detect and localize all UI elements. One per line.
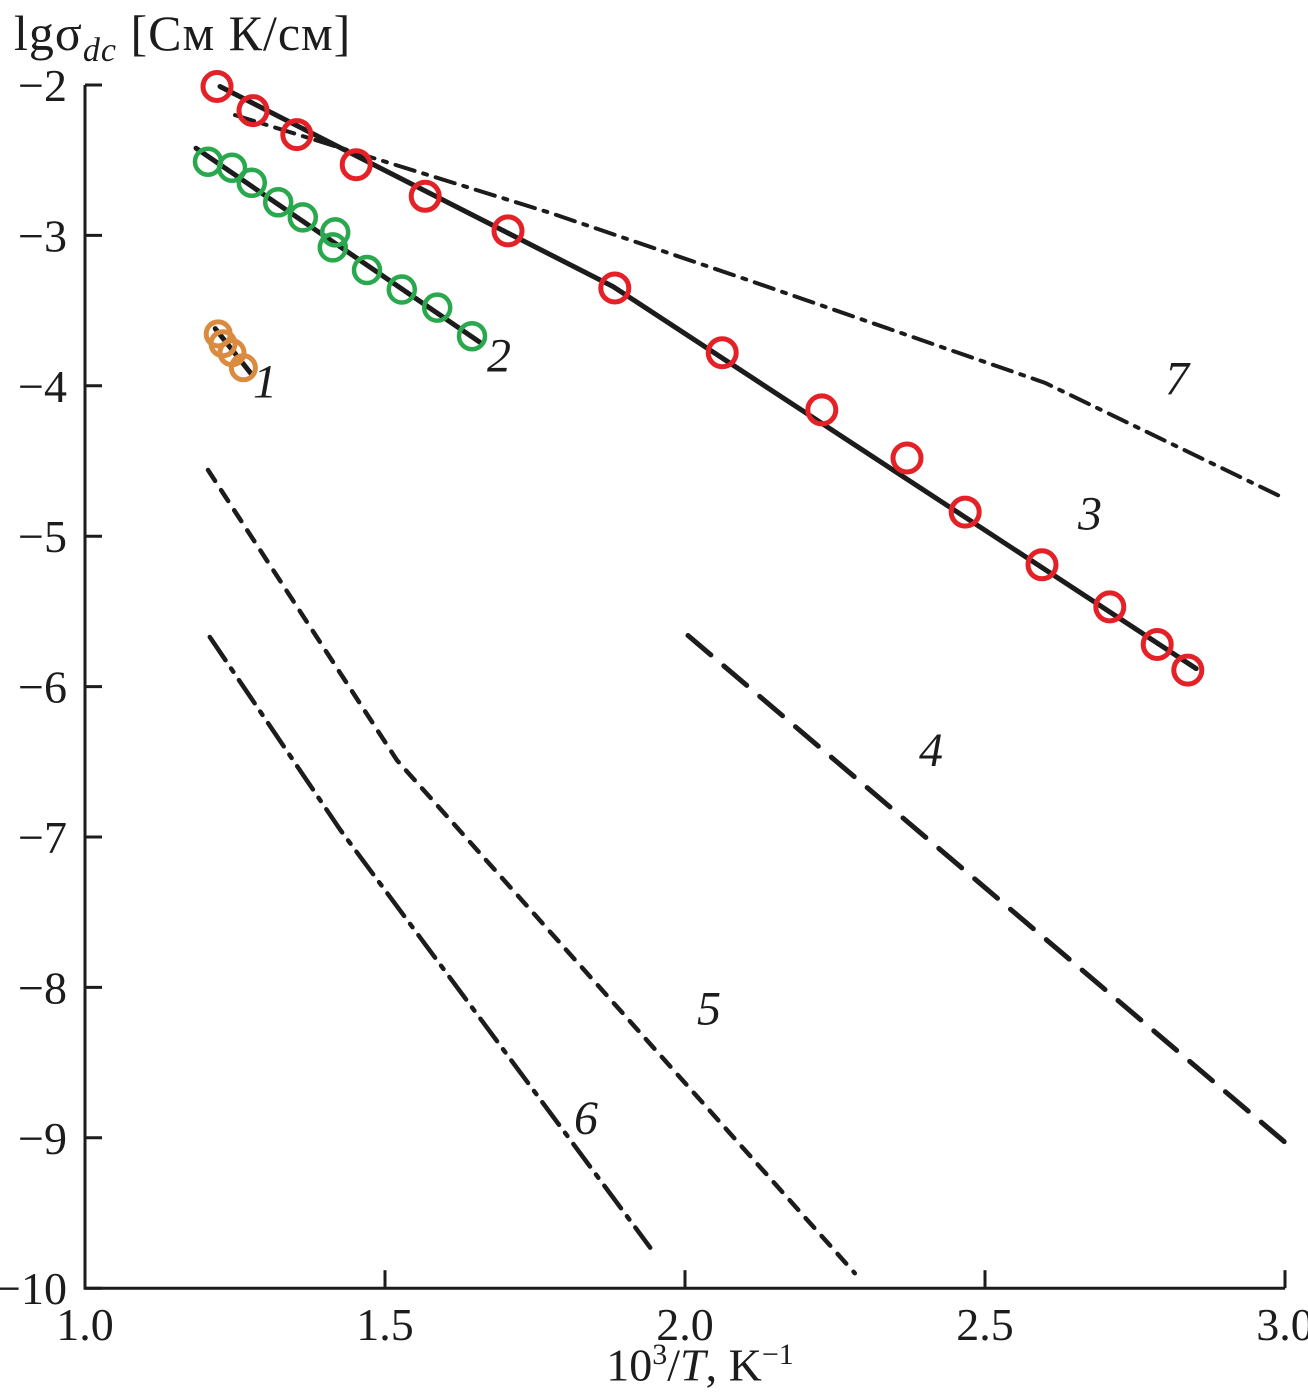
series-3-point [805,393,839,427]
series-3-point [491,214,525,248]
series-3-point [598,271,632,305]
y-tick-label: −3 [18,210,67,261]
y-tick-label: −9 [18,1113,67,1164]
x-tick-label: 2.5 [956,1299,1014,1350]
x-title-T: T [680,1339,706,1391]
series-3-point [1025,548,1059,582]
curve-label-1: 1 [253,355,277,408]
axis-spines [83,85,1285,1290]
curve-label-6: 6 [574,1092,598,1145]
x-tick-label: 1.5 [356,1299,414,1350]
y-title-units: [См К/см] [116,5,352,61]
curve-label-2: 2 [487,330,511,383]
series-2-point [319,217,351,248]
y-tick-label: −8 [18,962,67,1013]
series-2-point [317,232,349,263]
ref-line-5 [205,467,858,1276]
series-3-point [705,336,739,370]
series-3-point [408,179,442,213]
y-tick-label: −5 [18,511,67,562]
y-title-subscript: dc [82,32,117,69]
series-2-point [287,202,319,233]
series-3-point [1140,628,1174,661]
series-3-point [890,441,924,475]
y-tick-label: −2 [18,60,67,111]
x-title-exponent-2: −1 [761,1338,794,1371]
x-title-base: 10 [606,1339,653,1391]
y-tick-label: −10 [0,1263,67,1314]
series-3-point [200,70,234,103]
y-tick-label: −4 [18,361,67,412]
series-2-point [456,320,488,352]
y-title-lg: lg [14,5,55,61]
x-tick-label: 1.0 [56,1299,114,1350]
x-tick-label: 2.0 [656,1299,714,1350]
series-3-point [1171,653,1205,687]
series-2-point [262,187,294,218]
series-2-point [236,167,268,199]
ref-line-4 [685,633,1288,1145]
y-tick-label: −7 [18,812,67,863]
x-tick-label: 3.0 [1256,1299,1308,1350]
sigma-symbol: σ [54,5,83,61]
x-title-exponent: 3 [652,1338,668,1371]
ref-line-7 [233,113,1287,501]
curve-label-7: 7 [1165,352,1191,405]
series-3-point [1093,590,1127,624]
curve-label-5: 5 [697,982,721,1035]
ref-line-6 [207,634,653,1250]
x-title-rest: , K [705,1339,762,1391]
curve-label-3: 3 [1077,488,1102,541]
curve-label-4: 4 [919,724,943,777]
y-axis-title: lgσdc [См К/см] [14,4,351,70]
y-tick-label: −6 [18,662,67,713]
x-title-slash: / [667,1339,681,1391]
series-3-point [339,148,373,182]
series-1-point [208,329,238,359]
x-axis-title: 103/T, K−1 [560,1338,840,1391]
series-2-point [421,292,453,323]
series-2-point [386,274,418,305]
series-2-point [216,152,248,183]
series-3-point [948,495,982,529]
series-2-point [351,254,383,286]
series-1-point [228,353,258,383]
series-3-point [236,94,270,128]
series-3-point [280,118,314,152]
